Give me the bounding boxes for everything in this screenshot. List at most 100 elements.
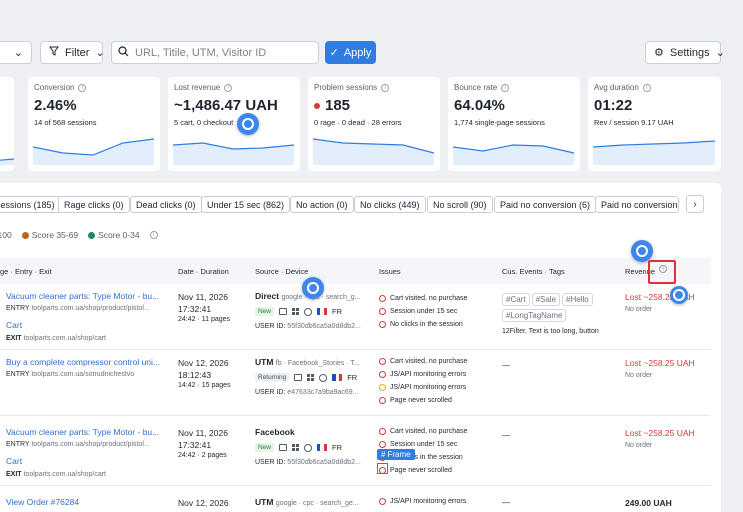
segment-chip[interactable]: No scroll (90) (427, 196, 493, 213)
apply-label: Apply (343, 46, 372, 59)
windows-icon (292, 308, 300, 315)
table-row[interactable]: Buy a complete compressor control uni...… (0, 350, 711, 416)
filter-button[interactable]: Filter ⌄ (40, 41, 105, 64)
annotation-pin-icon[interactable] (631, 240, 653, 262)
issue-item: JS/API monitoring errors (379, 498, 466, 505)
traffic-source: UTM google · cpc · search_ge... (255, 497, 359, 507)
exit-page-link[interactable]: Cart (6, 320, 23, 330)
sparkline (0, 158, 14, 165)
issue-item: Cart visited, no purchase (379, 295, 467, 302)
sad-face-icon (379, 441, 386, 448)
legend-score-high: 0-100 (0, 230, 12, 240)
user-id[interactable]: USER ID: 55f30db6ca5a0d8db2... (255, 459, 361, 466)
search-box[interactable] (111, 41, 319, 64)
user-id[interactable]: USER ID: 55f30db6ca5a0d8db2... (255, 323, 361, 330)
score-legend: 0-100 Score 35-69 Score 0-34 i (0, 230, 158, 240)
page-link[interactable]: Vacuum cleaner parts: Type Motor - bu... (6, 291, 160, 301)
tag-chip[interactable]: #Cart (502, 293, 530, 306)
kpi-card-bounce-rate[interactable]: Bounce rate i 64.04% 1,774 single-page se… (448, 77, 580, 171)
flag-fr-icon (317, 444, 327, 451)
tag-chip[interactable]: #Hello (562, 293, 593, 306)
page-link[interactable]: Buy a complete compressor control uni... (6, 357, 161, 367)
segment-chip[interactable]: Dead clicks (0) (130, 196, 202, 213)
annotation-pin-icon[interactable] (237, 113, 259, 135)
kpi-card-partial (0, 77, 14, 171)
tag-chip[interactable]: #LongTagName (502, 309, 567, 322)
issue-item: No clicks in the session (379, 321, 463, 328)
segment-chip[interactable]: Rage clicks (0) (58, 196, 130, 213)
header-issues[interactable]: Issues (379, 267, 401, 276)
segment-chip[interactable]: sessions (185) (0, 196, 61, 213)
info-icon[interactable]: i (501, 83, 510, 92)
search-icon (118, 45, 129, 60)
search-input[interactable] (135, 46, 305, 59)
kpi-value: 185 (325, 97, 351, 114)
kpi-label: Problem sessions (314, 83, 378, 92)
kpi-sub: 0 rage · 0 dead · 28 errors (314, 118, 402, 127)
custom-events-note: 12Filter, Text is too long, button (502, 328, 599, 335)
info-icon[interactable]: i (224, 83, 233, 92)
info-icon[interactable]: i (659, 265, 667, 273)
highlight-box (648, 260, 676, 284)
settings-button[interactable]: ⚙ Settings ⌄ (645, 41, 725, 64)
windows-icon (307, 374, 315, 381)
table-row[interactable]: View Order #76284 Nov 12, 2026 UTM googl… (0, 490, 711, 512)
visitor-badge: New (255, 307, 275, 316)
segment-chip[interactable]: Paid no conversion ( (595, 196, 679, 213)
sad-face-icon (379, 308, 386, 315)
issue-item: Session under 15 sec (379, 308, 457, 315)
exit-page-link[interactable]: Cart (6, 456, 23, 466)
segment-chip[interactable]: Paid no conversion (6) (494, 196, 597, 213)
frame-selection-box (377, 463, 388, 474)
segment-chip[interactable]: Under 15 sec (862) (201, 196, 291, 213)
kpi-value: ~1,486.47 UAH (174, 97, 278, 114)
kpi-value: 2.46% (34, 97, 77, 114)
annotation-pin-icon[interactable] (670, 286, 688, 304)
user-id[interactable]: USER ID: e47633c7a9ba9ac69... (255, 389, 359, 396)
revenue-sub: No order (625, 372, 653, 379)
chevron-right-icon[interactable]: › (686, 195, 704, 213)
annotation-pin-icon[interactable] (302, 277, 324, 299)
header-page[interactable]: ge · Entry · Exit (0, 267, 52, 276)
header-date[interactable]: Date · Duration (178, 267, 229, 276)
revenue-value: Lost ~258.25 UAH (625, 292, 695, 302)
table-row[interactable]: Vacuum cleaner parts: Type Motor - bu...… (0, 284, 711, 350)
issue-item: JS/API monitoring errors (379, 384, 466, 391)
country-code: FR (332, 307, 343, 316)
kpi-sub: 1,774 single-page sessions (454, 118, 545, 127)
issue-item: Page never scrolled (379, 397, 452, 404)
date-range-dropdown[interactable]: ⌄ (0, 41, 32, 64)
chevron-down-icon: ⌄ (95, 47, 105, 59)
tag-chip[interactable]: #Sale (531, 293, 561, 306)
header-source[interactable]: Source · Device (255, 267, 309, 276)
sad-face-icon (379, 371, 386, 378)
info-icon[interactable]: i (642, 83, 651, 92)
header-events[interactable]: Cus. Events · Tags (502, 267, 565, 276)
tags-list-row2: #LongTagName (502, 309, 568, 322)
events-empty: — (502, 361, 510, 370)
table-row[interactable]: Vacuum cleaner parts: Type Motor - bu...… (0, 420, 711, 486)
kpi-card-avg-duration[interactable]: Avg duration i 01:22 Rev / session 9.17 U… (588, 77, 721, 171)
info-icon[interactable]: i (381, 83, 390, 92)
apply-button[interactable]: ✓ Apply (325, 41, 376, 64)
info-icon[interactable]: i (78, 83, 87, 92)
segment-chip[interactable]: No action (0) (290, 196, 354, 213)
check-icon: ✓ (329, 47, 339, 59)
alert-dot-icon (314, 102, 320, 109)
revenue-value: Lost ~258.25 UAH (625, 428, 695, 438)
revenue-sub: No order (625, 306, 653, 313)
page-link[interactable]: Vacuum cleaner parts: Type Motor - bu... (6, 427, 160, 437)
header-revenue[interactable]: Revenue (625, 267, 656, 276)
info-icon[interactable]: i (149, 231, 158, 239)
kpi-sub: 5 cart, 0 checkout (174, 118, 234, 127)
kpi-card-lost-revenue[interactable]: Lost revenue i ~1,486.47 UAH 5 cart, 0 ch… (168, 77, 300, 171)
filter-label: Filter (65, 46, 90, 59)
events-empty: — (502, 431, 510, 440)
segment-chip[interactable]: No clicks (449) (354, 196, 426, 213)
frame-tag[interactable]: # Frame (377, 449, 415, 460)
device-info: New FR (255, 443, 342, 452)
kpi-card-problem-sessions[interactable]: Problem sessions i 185 0 rage · 0 dead · … (308, 77, 440, 171)
kpi-card-conversion[interactable]: Conversion i 2.46% 14 of 568 sessions (28, 77, 160, 171)
sad-face-icon (379, 397, 386, 404)
page-link[interactable]: View Order #76284 (6, 497, 80, 507)
